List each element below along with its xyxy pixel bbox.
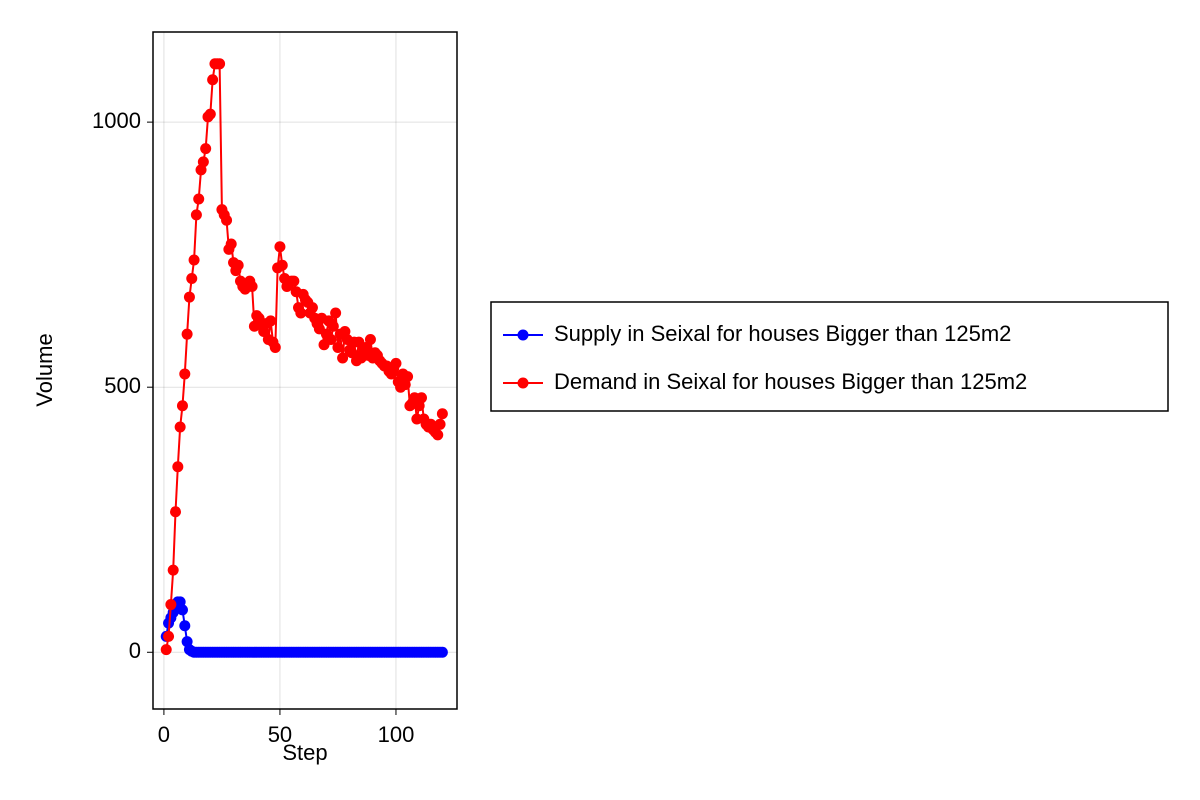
- data-point: [265, 315, 277, 327]
- data-point: [306, 302, 318, 314]
- data-point: [327, 320, 339, 332]
- y-tick-label: 500: [104, 373, 141, 398]
- data-point: [337, 352, 349, 364]
- data-point: [214, 58, 226, 70]
- data-point: [274, 241, 286, 253]
- data-point: [172, 461, 184, 473]
- data-point: [436, 408, 448, 420]
- x-tick-label: 100: [378, 722, 415, 747]
- data-point: [179, 620, 191, 632]
- legend-marker: [517, 329, 529, 341]
- data-point: [200, 143, 212, 155]
- data-point: [325, 333, 337, 345]
- data-point: [330, 307, 342, 319]
- data-point: [186, 273, 198, 285]
- data-point: [225, 238, 237, 250]
- data-point: [295, 307, 307, 319]
- data-point: [434, 418, 446, 430]
- y-axis-label: Volume: [32, 333, 57, 406]
- data-point: [174, 421, 186, 433]
- data-point: [193, 193, 205, 205]
- data-point: [246, 280, 258, 292]
- data-point: [207, 74, 219, 86]
- data-point: [179, 368, 191, 380]
- x-tick-label: 0: [158, 722, 170, 747]
- data-point: [432, 429, 444, 441]
- data-point: [269, 341, 281, 353]
- legend-marker: [517, 377, 529, 389]
- data-point: [176, 400, 188, 412]
- data-point: [197, 156, 209, 168]
- data-point: [402, 371, 414, 383]
- data-point: [364, 333, 376, 345]
- legend-frame: [490, 301, 1169, 412]
- x-tick-label: 50: [268, 722, 292, 747]
- data-point: [160, 644, 172, 656]
- data-point: [288, 275, 300, 287]
- data-point: [170, 506, 182, 518]
- series-line: [165, 600, 443, 654]
- legend-label: Supply in Seixal for houses Bigger than …: [554, 321, 1011, 346]
- data-point: [346, 347, 358, 359]
- data-point: [163, 630, 175, 642]
- data-point: [436, 646, 448, 658]
- plot-frame: [152, 31, 458, 710]
- data-point: [188, 254, 200, 266]
- data-point: [221, 214, 233, 226]
- data-point: [390, 357, 402, 369]
- data-point: [415, 392, 427, 404]
- data-point: [190, 209, 202, 221]
- y-tick-label: 1000: [92, 108, 141, 133]
- data-point: [183, 291, 195, 303]
- data-point: [165, 599, 177, 611]
- legend-label: Demand in Seixal for houses Bigger than …: [554, 369, 1027, 394]
- data-point: [332, 341, 344, 353]
- data-point: [181, 328, 193, 340]
- data-point: [176, 604, 188, 616]
- data-point: [204, 108, 216, 120]
- data-point: [276, 259, 288, 271]
- data-point: [167, 564, 179, 576]
- data-point: [232, 259, 244, 271]
- x-axis-label: Step: [282, 740, 327, 765]
- y-tick-label: 0: [129, 638, 141, 663]
